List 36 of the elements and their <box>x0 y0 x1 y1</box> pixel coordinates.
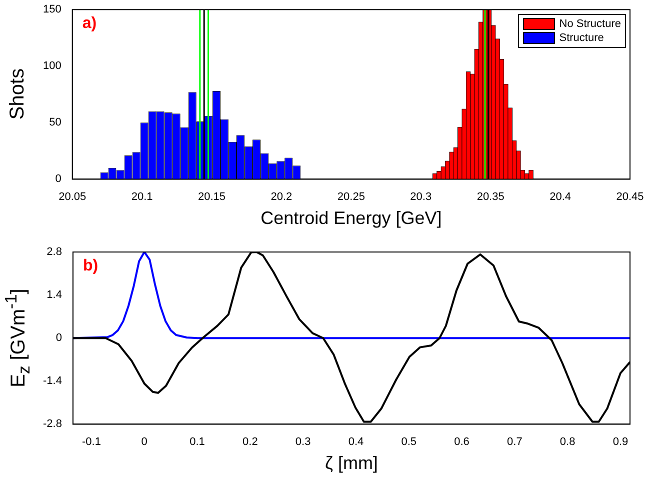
y-tick-label: 100 <box>42 60 62 72</box>
x-tick-label: 20.05 <box>58 190 86 203</box>
y-tick-label: 2.8 <box>46 246 62 258</box>
legend-label: No Structure <box>559 16 621 31</box>
x-tick-label: 0.1 <box>190 436 205 448</box>
x-tick-label: 20.25 <box>337 190 365 203</box>
x-tick-label: 0.6 <box>454 436 470 448</box>
annotation: a) <box>82 15 97 32</box>
y-tick-label: 0 <box>55 173 62 186</box>
x-tick-label: 0.9 <box>612 436 628 448</box>
x-tick-label: 0 <box>141 436 148 448</box>
y-tick-label: -1.4 <box>42 375 62 388</box>
x-tick-label: 20.45 <box>616 190 644 203</box>
x-axis-title: Centroid Energy [GeV] <box>260 208 442 228</box>
y-tick-label: -2.8 <box>42 418 62 430</box>
x-tick-label: 20.2 <box>270 190 292 203</box>
legend-label: Structure <box>559 30 604 45</box>
y-tick-label: 150 <box>42 4 62 16</box>
x-tick-label: 20.15 <box>198 190 226 203</box>
y-tick-label: 1.4 <box>46 289 62 302</box>
x-tick-label: 20.3 <box>410 190 432 203</box>
x-tick-label: 0.2 <box>242 436 258 448</box>
x-tick-label: 0.3 <box>295 436 311 448</box>
x-tick-label: 0.8 <box>560 436 576 448</box>
x-tick-label: 0.7 <box>507 436 522 448</box>
x-tick-label: 0.5 <box>401 436 417 448</box>
x-tick-label: 20.4 <box>550 190 572 203</box>
y-axis-title: Shots <box>6 68 30 120</box>
y-tick-label: 0 <box>56 332 62 344</box>
x-tick-label: 20.35 <box>476 190 504 203</box>
x-axis-title: ζ [mm] <box>325 453 378 474</box>
y-tick-label: 50 <box>49 116 62 129</box>
x-tick-label: 0.4 <box>348 436 364 448</box>
x-tick-label: 20.1 <box>131 190 153 203</box>
annotation: b) <box>82 257 98 274</box>
x-tick-label: -0.1 <box>82 436 101 448</box>
